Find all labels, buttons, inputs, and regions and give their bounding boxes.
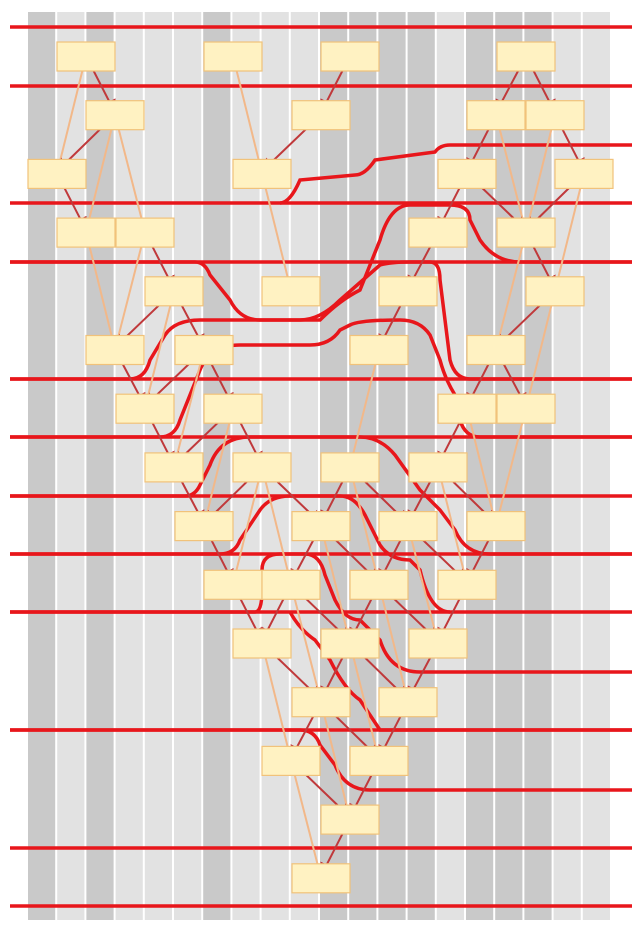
column xyxy=(86,12,114,920)
box xyxy=(320,452,380,483)
arrow-light xyxy=(378,584,409,702)
red-curve xyxy=(10,203,632,322)
red-curve xyxy=(288,611,632,732)
box xyxy=(320,41,380,72)
box xyxy=(174,334,234,366)
box xyxy=(291,511,351,542)
arrow-light xyxy=(232,55,263,174)
arrow-light xyxy=(173,349,205,468)
arrow-light xyxy=(261,173,292,292)
box xyxy=(437,158,497,189)
arrow-light xyxy=(114,231,146,350)
arrow-light xyxy=(407,525,439,644)
arrow-light xyxy=(85,114,116,233)
arrow-light xyxy=(349,642,380,761)
box xyxy=(496,217,556,248)
arrow-light xyxy=(525,290,556,409)
box xyxy=(261,569,321,600)
box xyxy=(261,745,321,777)
box xyxy=(320,628,380,659)
arrow-light xyxy=(203,407,234,526)
box xyxy=(115,217,175,248)
box xyxy=(408,217,468,248)
red-curve xyxy=(10,260,632,381)
box xyxy=(320,804,380,835)
column xyxy=(115,12,143,920)
arrow-light xyxy=(290,760,322,879)
box xyxy=(232,452,292,483)
box xyxy=(496,41,556,72)
box xyxy=(203,569,263,600)
box xyxy=(496,393,556,424)
arrow-light xyxy=(466,407,497,526)
box xyxy=(232,158,292,189)
arrow-light xyxy=(232,466,263,585)
column-stripes xyxy=(28,12,610,920)
box xyxy=(349,745,409,777)
box xyxy=(203,393,263,424)
arrow-light xyxy=(114,114,146,233)
column xyxy=(495,12,523,920)
box xyxy=(291,687,351,718)
arrow-light xyxy=(349,466,380,585)
box xyxy=(56,41,116,72)
column xyxy=(582,12,610,920)
box xyxy=(378,276,438,307)
arrow-light xyxy=(437,466,468,585)
arrow-light xyxy=(349,349,380,468)
box xyxy=(408,628,468,659)
box xyxy=(349,334,409,366)
boxes xyxy=(27,41,614,894)
box xyxy=(291,100,351,131)
box xyxy=(144,276,204,307)
box xyxy=(525,276,585,307)
box xyxy=(56,217,116,248)
box xyxy=(466,511,526,542)
red-curve xyxy=(10,435,632,556)
box xyxy=(261,276,321,307)
red-curve xyxy=(279,143,632,205)
arrow-light xyxy=(525,114,556,233)
box xyxy=(115,393,175,424)
box xyxy=(378,687,438,718)
box xyxy=(203,41,263,72)
box xyxy=(525,100,585,131)
box xyxy=(408,452,468,483)
box xyxy=(349,569,409,600)
arrow-light xyxy=(320,701,351,820)
box xyxy=(466,100,526,131)
box xyxy=(85,100,145,131)
arrow-light xyxy=(56,55,87,174)
box xyxy=(232,628,292,659)
arrow-light xyxy=(261,642,292,761)
column xyxy=(28,12,56,920)
box xyxy=(174,511,234,542)
arrow-light xyxy=(495,231,527,350)
column xyxy=(203,12,231,920)
box xyxy=(437,569,497,600)
box xyxy=(144,452,204,483)
box xyxy=(27,158,87,189)
arrow-light xyxy=(144,290,175,409)
arrow-light xyxy=(261,466,292,585)
arrow-light xyxy=(495,114,527,233)
box xyxy=(291,863,351,894)
box xyxy=(554,158,614,189)
box xyxy=(466,334,526,366)
column xyxy=(524,12,552,920)
box xyxy=(85,334,145,366)
arrow-light xyxy=(290,584,322,702)
box xyxy=(437,393,497,424)
arrow-light xyxy=(495,407,527,526)
arrow-light xyxy=(554,173,585,292)
red-lines xyxy=(10,25,632,908)
arrow-light xyxy=(320,525,351,644)
column xyxy=(553,12,581,920)
arrow-light xyxy=(85,231,116,350)
box xyxy=(378,511,438,542)
